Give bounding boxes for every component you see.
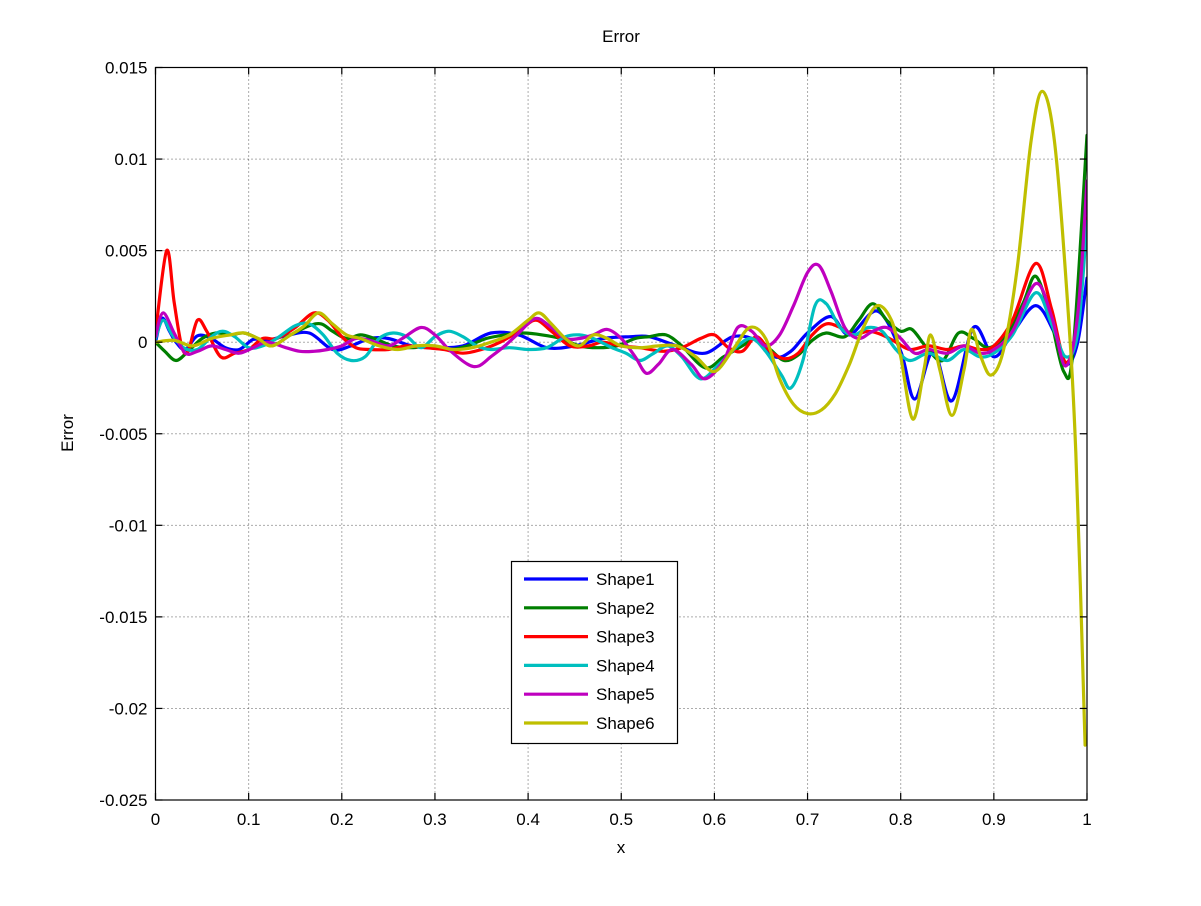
legend-item: Shape1 <box>524 570 655 589</box>
legend-label: Shape2 <box>596 599 655 618</box>
y-tick-label: -0.005 <box>99 425 147 444</box>
legend-item: Shape2 <box>524 599 655 618</box>
x-tick-label: 0.6 <box>703 810 727 829</box>
y-tick-label: -0.025 <box>99 791 147 810</box>
legend-label: Shape4 <box>596 656 655 675</box>
y-tick-label: 0 <box>138 333 147 352</box>
legend-box <box>510 560 679 745</box>
curve-shape5 <box>155 179 1087 381</box>
curve-shape6 <box>155 89 1087 747</box>
y-tick-label: 0.005 <box>105 242 148 261</box>
y-axis-label: Error <box>58 414 77 452</box>
legend-item: Shape6 <box>524 714 655 733</box>
x-tick-label: 0.5 <box>609 810 633 829</box>
legend-label: Shape3 <box>596 628 655 647</box>
y-tick-label: -0.015 <box>99 608 147 627</box>
axis-ticks <box>154 66 1088 801</box>
legend-item: Shape3 <box>524 628 655 647</box>
x-tick-label: 0.9 <box>982 810 1006 829</box>
grid-lines <box>155 67 1087 800</box>
legend: Shape1 Shape2 Shape3 Shape4 Shape5 Shape6 <box>510 560 679 745</box>
y-tick-label: 0.01 <box>114 150 147 169</box>
legend-label: Shape5 <box>596 685 655 704</box>
y-tick-label: -0.02 <box>109 699 148 718</box>
y-tick-label: -0.01 <box>109 516 148 535</box>
x-tick-label: 0.7 <box>796 810 820 829</box>
x-tick-label: 1 <box>1082 810 1091 829</box>
x-tick-label: 0 <box>151 810 160 829</box>
curve-shape3 <box>155 216 1087 364</box>
x-tick-label: 0.2 <box>330 810 354 829</box>
x-tick-label: 0.3 <box>423 810 447 829</box>
x-tick-label: 0.1 <box>237 810 261 829</box>
chart-title: Error <box>602 27 640 46</box>
y-tick-label: 0.015 <box>105 59 148 78</box>
legend-item: Shape4 <box>524 656 655 675</box>
curve-shape4 <box>155 219 1087 390</box>
legend-label: Shape1 <box>596 570 655 589</box>
y-tick-labels: -0.025 -0.02 -0.015 -0.01 -0.005 0 0.005 0.01 0.… <box>99 59 147 811</box>
x-tick-labels: 0 0.1 0.2 0.3 0.4 0.5 0.6 0.7 0.8 0.9 1 <box>151 810 1092 829</box>
x-tick-label: 0.8 <box>889 810 913 829</box>
x-tick-label: 0.4 <box>516 810 540 829</box>
data-curves <box>155 89 1087 747</box>
x-axis-label: x <box>617 838 626 857</box>
legend-label: Shape6 <box>596 714 655 733</box>
legend-item: Shape5 <box>524 685 655 704</box>
